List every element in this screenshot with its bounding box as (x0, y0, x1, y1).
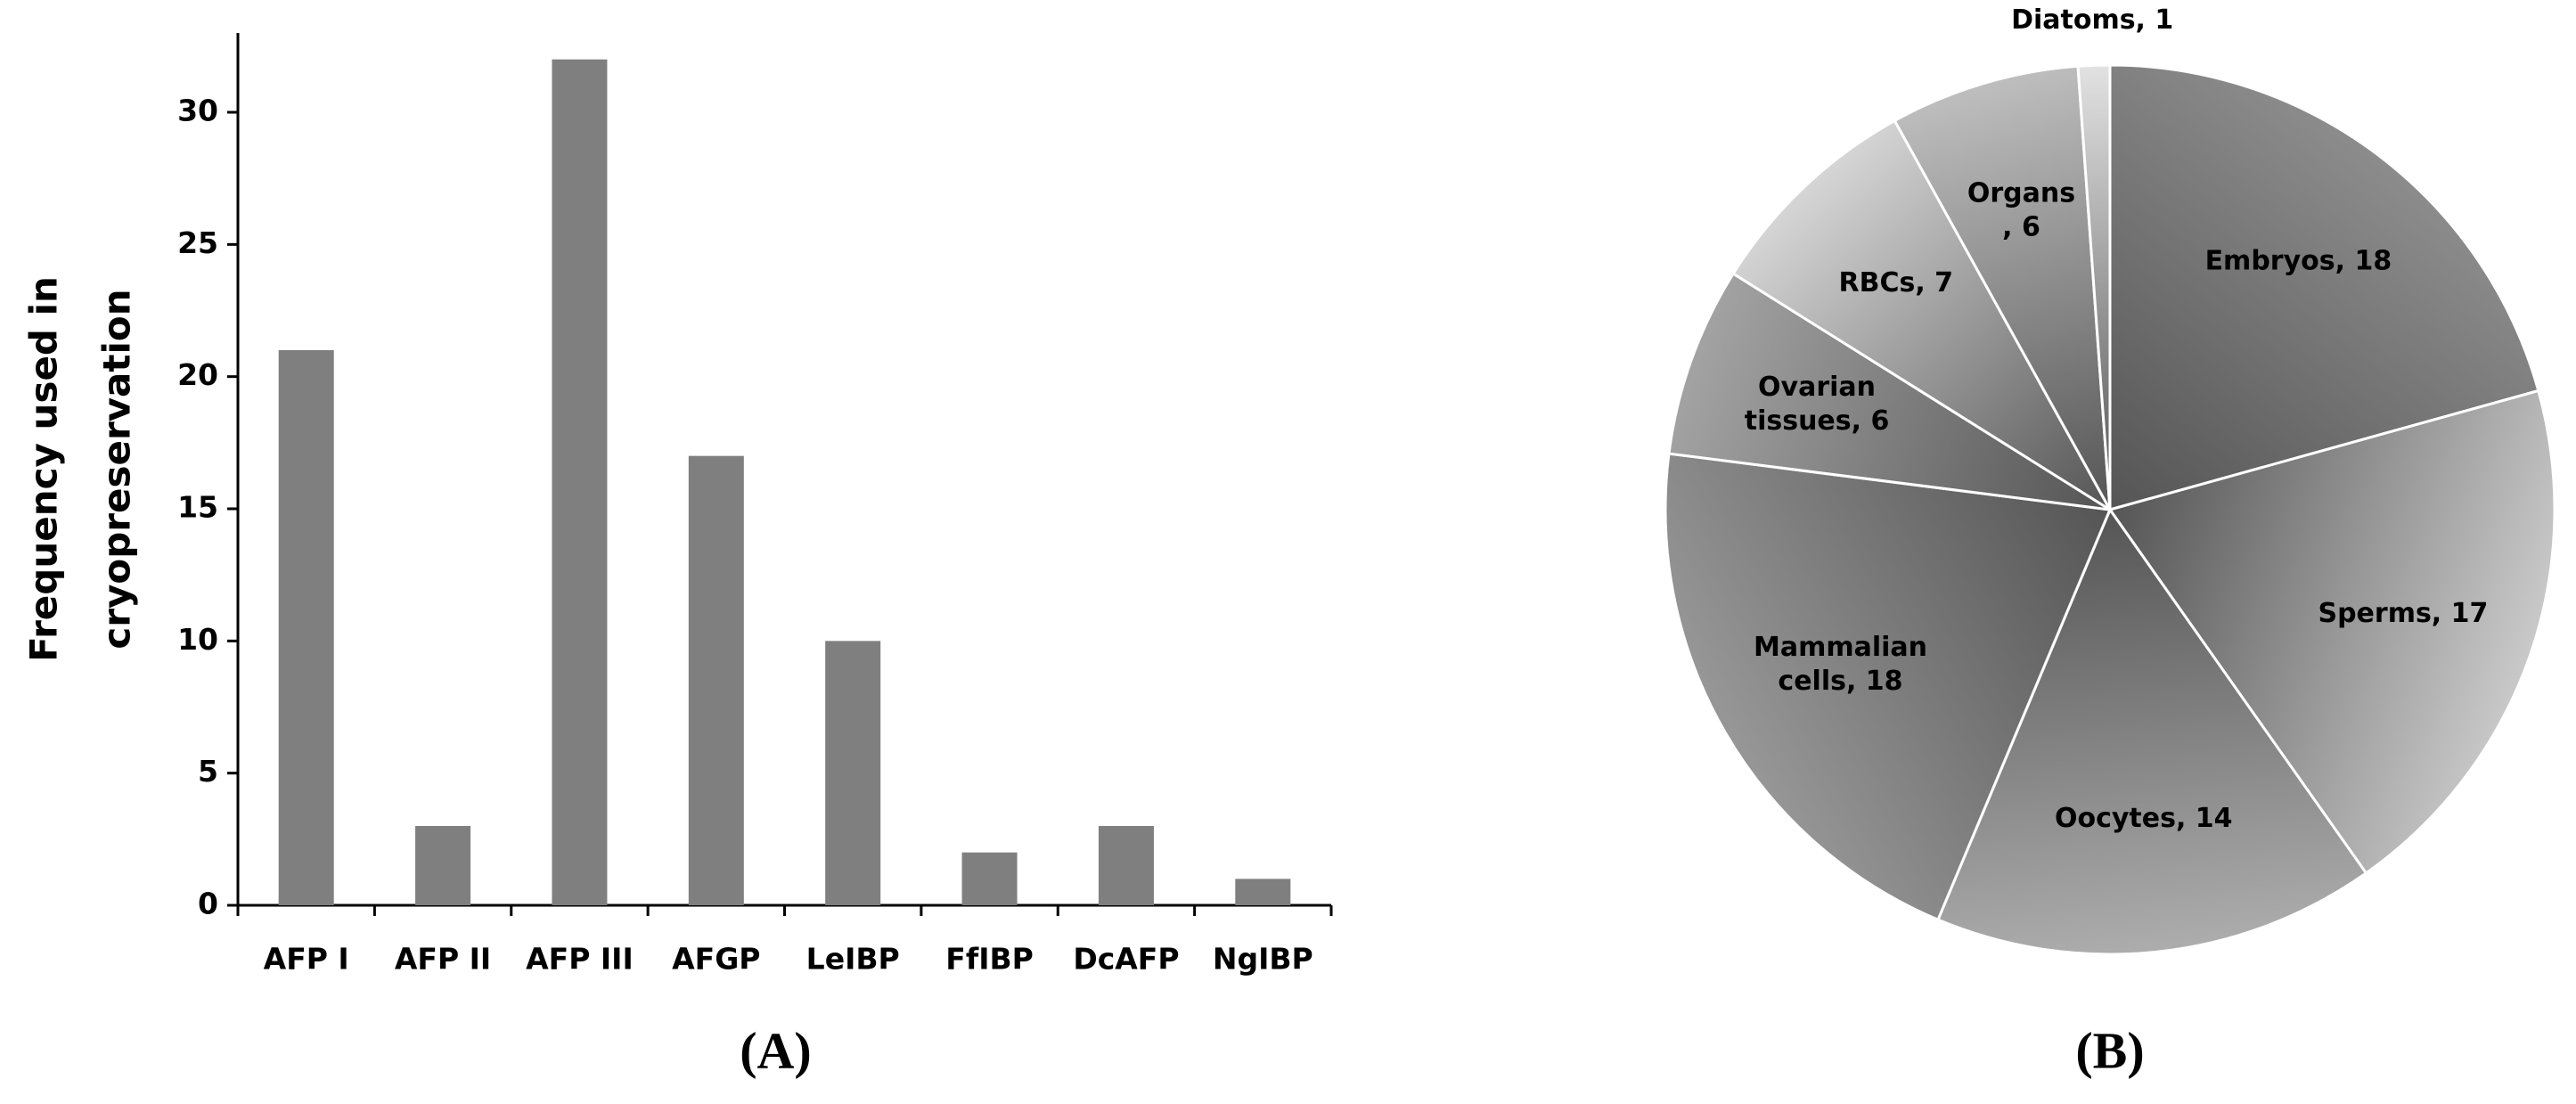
pie-slice (1667, 271, 2111, 511)
pie-slice (1893, 64, 2112, 511)
pie-slice (1664, 452, 2113, 922)
x-tick-label: AFP II (395, 942, 491, 977)
y-axis-label: cryopreservation (95, 289, 139, 649)
y-tick-label: 10 (177, 622, 218, 657)
y-tick-label: 20 (177, 357, 218, 392)
data-label: Sperms, 17 (2318, 598, 2488, 629)
bar (1098, 826, 1154, 905)
x-tick-label: AFP I (264, 942, 349, 977)
data-label: Oocytes, 14 (2055, 803, 2233, 834)
bar (961, 852, 1018, 905)
bar (278, 350, 334, 905)
y-tick-label: 5 (198, 754, 218, 789)
data-label: Embryos, 18 (2205, 245, 2392, 276)
data-label: tissues, 6 (1745, 405, 1890, 437)
pie-slice (2076, 63, 2112, 511)
x-tick-label: FfIBP (945, 942, 1034, 977)
x-tick-label: NgIBP (1213, 942, 1313, 977)
y-tick-label: 25 (177, 225, 218, 260)
pie-slice (2107, 388, 2556, 875)
data-label: Diatoms, 1 (2011, 4, 2173, 36)
pie-slice (1731, 119, 2114, 514)
x-tick-label: AFGP (672, 942, 760, 977)
x-tick-label: DcAFP (1073, 942, 1179, 977)
panel-label: (B) (2075, 1021, 2144, 1079)
bar (825, 641, 881, 905)
data-label: Ovarian (1758, 372, 1876, 403)
bar (415, 826, 471, 905)
data-label: Organs (1967, 178, 2075, 209)
pie-slice (2108, 63, 2540, 511)
pie-slice (1935, 506, 2368, 956)
bar (1235, 879, 1291, 905)
bar (688, 455, 744, 905)
data-label: , 6 (2002, 212, 2040, 243)
data-label: RBCs, 7 (1839, 267, 1954, 298)
panel-label: (A) (740, 1021, 812, 1079)
y-tick-label: 0 (198, 887, 218, 921)
data-label: cells, 18 (1778, 666, 1902, 697)
data-label: Mammalian (1754, 632, 1927, 663)
y-tick-label: 15 (177, 490, 218, 525)
x-tick-label: AFP III (526, 942, 634, 977)
y-axis-label: Frequency used in (22, 276, 66, 662)
x-tick-label: LeIBP (806, 942, 900, 977)
bar (552, 59, 608, 905)
y-tick-label: 30 (177, 94, 218, 128)
